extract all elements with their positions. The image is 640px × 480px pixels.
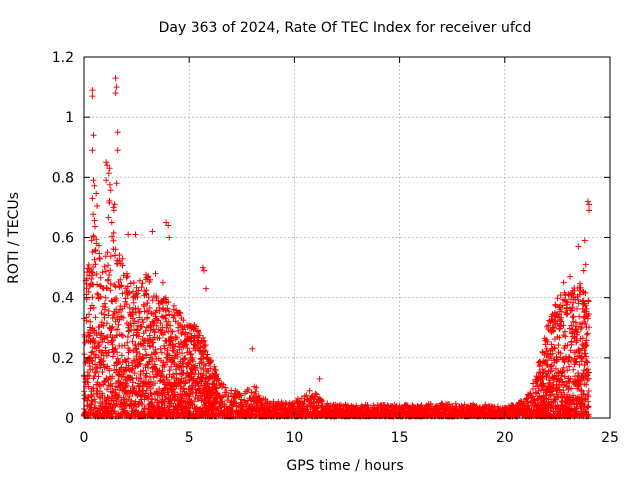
roti-point-cloud — [80, 75, 592, 420]
y-tick-label: 0.8 — [52, 170, 74, 186]
data-points — [80, 75, 592, 420]
y-tick-label: 1.2 — [52, 50, 74, 66]
x-tick-label: 10 — [285, 430, 303, 446]
x-tick-label: 25 — [601, 430, 619, 446]
x-tick-label: 15 — [391, 430, 409, 446]
x-tick-label: 20 — [496, 430, 514, 446]
x-tick-label: 5 — [185, 430, 194, 446]
x-axis-label: GPS time / hours — [286, 458, 403, 474]
y-tick-label: 0 — [65, 411, 74, 427]
axis-ticks: 0 5 10 15 20 25 0 0.2 0.4 0.6 0.8 1 1.2 — [52, 50, 619, 446]
y-tick-label: 0.4 — [52, 291, 74, 307]
y-axis-label: ROTI / TECUs — [6, 192, 22, 284]
x-tick-label: 0 — [80, 430, 89, 446]
y-tick-label: 0.2 — [52, 351, 74, 367]
y-tick-label: 1 — [65, 110, 74, 126]
y-tick-label: 0.6 — [52, 231, 74, 247]
chart-title: Day 363 of 2024, Rate Of TEC Index for r… — [159, 20, 532, 36]
